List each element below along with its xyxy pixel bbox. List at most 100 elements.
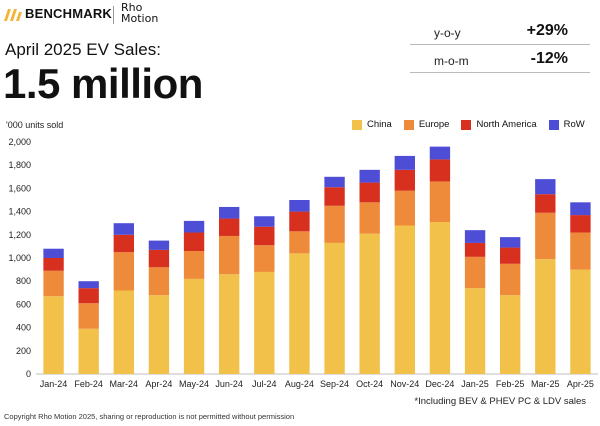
benchmark-logo-icon (4, 8, 22, 21)
bar-china-aug-24 (289, 253, 310, 374)
legend-label-north-america: North America (476, 119, 537, 130)
kpi-mom: m-o-m -12% (410, 46, 590, 76)
bar-north-america-mar-24 (113, 234, 134, 253)
bar-north-america-feb-24 (78, 288, 99, 304)
x-tick-label: Nov-24 (390, 379, 419, 389)
brand-name: BENCHMARK (25, 6, 113, 21)
bar-china-sep-24 (324, 242, 345, 374)
bar-europe-sep-24 (324, 205, 345, 243)
copyright-notice: Copyright Rho Motion 2025, sharing or re… (4, 412, 295, 421)
bar-europe-dec-24 (429, 181, 451, 223)
chart-legend: China Europe North America RoW (352, 119, 597, 130)
y-axis-label: '000 units sold (6, 120, 64, 130)
legend-label-row: RoW (563, 119, 585, 130)
y-tick-label: 400 (16, 323, 31, 333)
chart-footnote: *Including BEV & PHEV PC & LDV sales (414, 396, 586, 407)
bar-row-nov-24 (394, 155, 415, 170)
bar-europe-feb-24 (78, 303, 99, 329)
x-tick-label: Feb-25 (496, 379, 525, 389)
bar-north-america-mar-25 (535, 194, 556, 213)
x-tick-label: Apr-25 (567, 379, 594, 389)
bar-row-feb-24 (78, 281, 99, 289)
kpi-divider (410, 44, 590, 45)
bar-china-mar-25 (535, 259, 556, 374)
bar-china-jul-24 (254, 271, 275, 374)
bar-row-dec-24 (429, 146, 451, 160)
legend-swatch-china (352, 119, 362, 130)
y-tick-label: 1,000 (8, 253, 31, 263)
bar-north-america-apr-25 (570, 215, 591, 233)
bar-row-mar-25 (535, 179, 556, 195)
bar-china-oct-24 (359, 233, 380, 374)
bar-row-feb-25 (500, 237, 521, 248)
bar-row-apr-24 (148, 240, 170, 250)
bar-north-america-nov-24 (394, 169, 415, 191)
bar-north-america-may-24 (183, 232, 205, 252)
bar-row-may-24 (183, 220, 205, 233)
bar-row-jul-24 (254, 216, 275, 227)
bar-europe-jan-25 (464, 256, 486, 289)
x-tick-label: Dec-24 (425, 379, 454, 389)
y-tick-label: 600 (16, 299, 31, 309)
kpi-bottom-rule (410, 72, 590, 73)
x-tick-label: Jun-24 (215, 379, 243, 389)
bar-europe-mar-25 (535, 212, 556, 260)
x-tick-label: Oct-24 (356, 379, 383, 389)
bar-row-jun-24 (219, 206, 240, 219)
headline-value: 1.5 million (3, 60, 203, 107)
bar-europe-jun-24 (219, 235, 240, 275)
legend-item-row: RoW (548, 119, 585, 130)
bar-china-apr-25 (570, 269, 591, 374)
benchmark-logo: BENCHMARK (4, 6, 112, 21)
x-tick-label: May-24 (179, 379, 209, 389)
bar-china-apr-24 (148, 295, 170, 374)
legend-swatch-north-america (461, 119, 472, 130)
bar-row-jan-24 (43, 248, 64, 258)
bar-europe-mar-24 (113, 252, 134, 291)
bar-north-america-dec-24 (429, 159, 451, 182)
bar-china-jan-25 (464, 288, 486, 374)
bar-europe-jan-24 (43, 270, 64, 297)
bar-china-feb-25 (500, 295, 521, 374)
bar-north-america-jul-24 (254, 226, 275, 246)
y-tick-label: 0 (26, 369, 31, 379)
legend-label-china: China (367, 119, 392, 130)
bar-row-mar-24 (113, 223, 134, 235)
bar-north-america-oct-24 (359, 182, 380, 203)
stacked-bar-chart: 0 200 400 600 800 1,000 1,200 1,400 1,600 1,800 2,… (8, 137, 598, 389)
x-tick-label: Jan-25 (461, 379, 489, 389)
bar-europe-apr-24 (148, 267, 170, 296)
x-tick-label: Feb-24 (74, 379, 103, 389)
bar-row-aug-24 (289, 200, 310, 212)
x-tick-label: Jan-24 (40, 379, 68, 389)
y-tick-label: 1,200 (8, 230, 31, 240)
y-tick-label: 1,600 (8, 183, 31, 193)
bar-north-america-sep-24 (324, 187, 345, 206)
bar-china-feb-24 (78, 328, 99, 374)
bar-europe-nov-24 (394, 190, 415, 226)
bar-north-america-jun-24 (219, 218, 240, 236)
page-subtitle: April 2025 EV Sales: (5, 40, 161, 59)
y-tick-label: 200 (16, 346, 31, 356)
x-tick-label: Sep-24 (320, 379, 349, 389)
x-tick-label: Mar-25 (531, 379, 560, 389)
bar-europe-oct-24 (359, 202, 380, 234)
bar-china-may-24 (183, 278, 205, 374)
y-tick-label: 2,000 (8, 137, 31, 147)
bar-europe-jul-24 (254, 245, 275, 272)
legend-item-europe: Europe (403, 119, 449, 130)
bar-china-dec-24 (429, 222, 451, 374)
kpi-mom-value: -12% (530, 50, 568, 67)
rho-motion-line1: Rho (121, 1, 143, 14)
rho-motion-logo: Rho Motion (121, 2, 158, 24)
bar-europe-may-24 (183, 251, 205, 279)
bar-row-apr-25 (570, 202, 591, 216)
legend-swatch-europe (403, 119, 414, 130)
bar-row-oct-24 (359, 169, 380, 183)
bar-europe-feb-25 (500, 263, 521, 296)
x-tick-label: Aug-24 (285, 379, 314, 389)
kpi-yoy-value: +29% (526, 22, 568, 39)
x-tick-label: Jul-24 (252, 379, 277, 389)
y-tick-label: 1,400 (8, 207, 31, 217)
bar-north-america-feb-25 (500, 247, 521, 264)
